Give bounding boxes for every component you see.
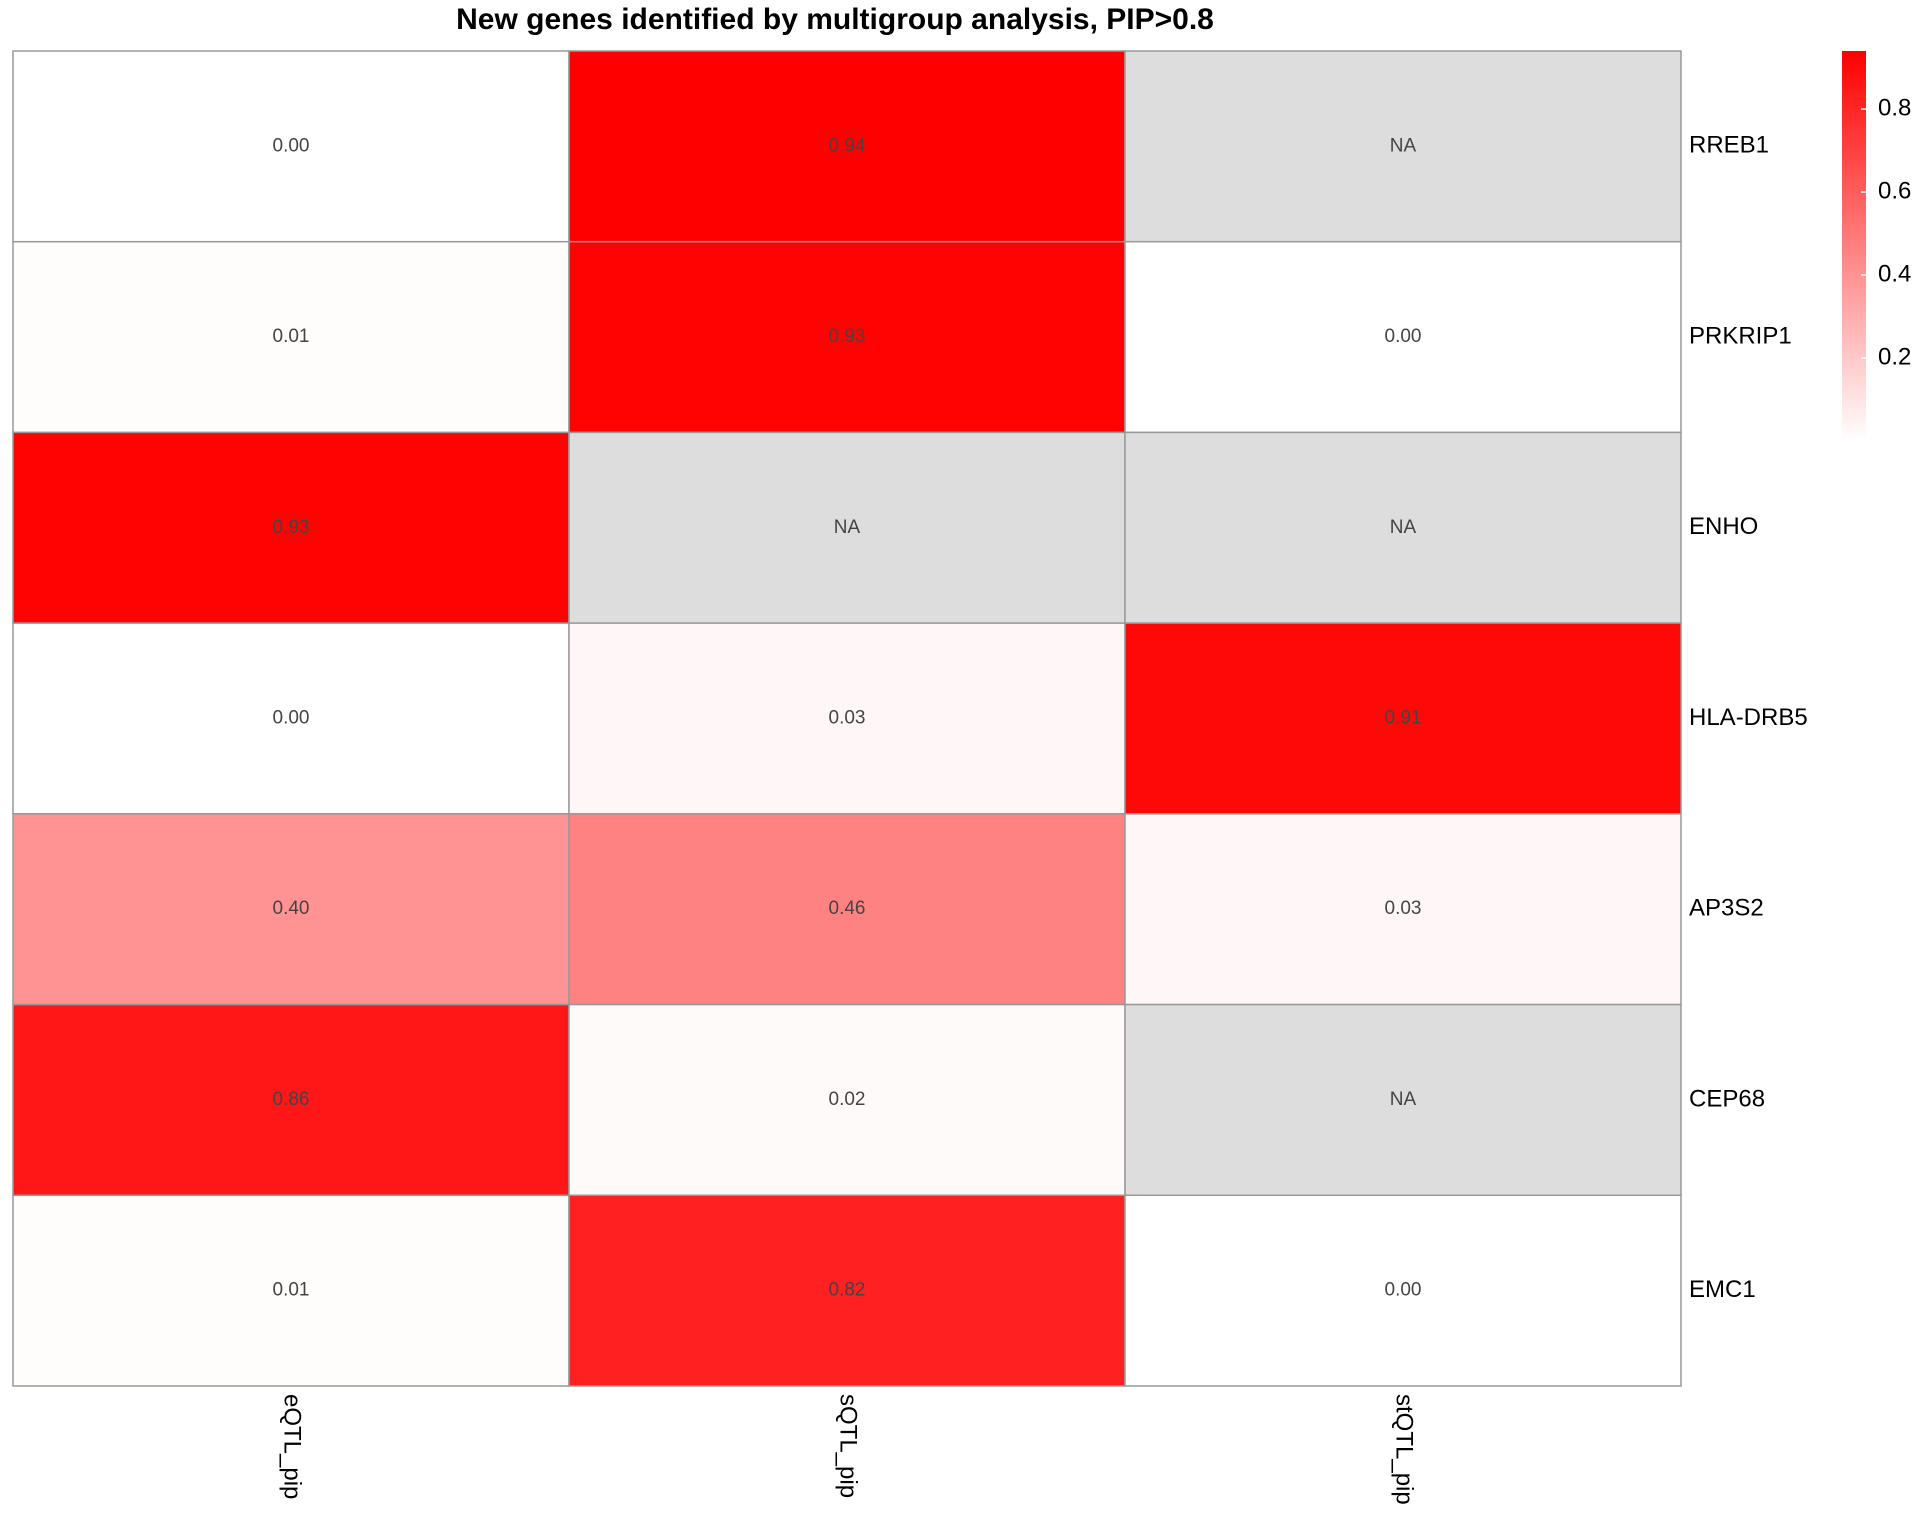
- row-label: RREB1: [1689, 132, 1769, 159]
- color-bar-tick-label: 0.4: [1878, 260, 1911, 287]
- row-label: CEP68: [1689, 1085, 1765, 1112]
- heatmap-cell: [1124, 240, 1682, 434]
- color-bar-tick-label: 0.6: [1878, 177, 1911, 204]
- heatmap-cell: [568, 1003, 1126, 1197]
- heatmap-cell: [12, 813, 570, 1006]
- heatmap-cell: [12, 622, 570, 815]
- cell-label: 0.40: [273, 898, 310, 919]
- heatmap-cell: [568, 50, 1126, 243]
- cell-label: 0.86: [273, 1089, 310, 1110]
- column-label: eQTL_pip: [279, 1394, 306, 1499]
- row-label: ENHO: [1689, 513, 1758, 540]
- cell-label: NA: [1390, 517, 1417, 538]
- color-bar-tick-label: 0.8: [1878, 94, 1911, 121]
- heatmap-cell: [12, 50, 570, 243]
- cell-label: NA: [834, 517, 861, 538]
- heatmap-cell: [1124, 1194, 1682, 1387]
- color-bar-tick-label: 0.2: [1878, 343, 1911, 370]
- cell-label: NA: [1390, 1089, 1417, 1110]
- heatmap-cell: [568, 240, 1126, 434]
- cell-label: 0.91: [1385, 708, 1422, 729]
- heatmap-cell: [12, 240, 570, 434]
- column-label: stQTL_pip: [1391, 1394, 1418, 1505]
- chart-title: New genes identified by multigroup analy…: [456, 3, 1214, 36]
- heatmap-cell: [12, 1194, 570, 1387]
- heatmap-cell: [1124, 1003, 1682, 1197]
- cell-label: 0.00: [273, 135, 310, 156]
- cell-label: NA: [1390, 135, 1417, 156]
- heatmap-cell: [568, 813, 1126, 1006]
- heatmap-cell: [1124, 50, 1682, 243]
- heatmap-cell: [1124, 622, 1682, 815]
- cell-label: 0.00: [1385, 1280, 1422, 1301]
- color-bar: [1842, 51, 1866, 441]
- heatmap-cell: [12, 1003, 570, 1197]
- row-label: PRKRIP1: [1689, 322, 1792, 349]
- cell-label: 0.02: [829, 1089, 866, 1110]
- cell-label: 0.01: [273, 326, 310, 347]
- cell-label: 0.93: [829, 326, 866, 347]
- row-label: HLA-DRB5: [1689, 704, 1808, 731]
- cell-label: 0.00: [1385, 326, 1422, 347]
- cell-label: 0.82: [829, 1280, 866, 1301]
- heatmap-cell: [568, 1194, 1126, 1387]
- cell-label: 0.94: [829, 135, 866, 156]
- cell-label: 0.93: [273, 517, 310, 538]
- cell-label: 0.00: [273, 708, 310, 729]
- column-label: sQTL_pip: [835, 1394, 862, 1498]
- row-label: AP3S2: [1689, 895, 1764, 922]
- heatmap-cell: [12, 431, 570, 624]
- cell-label: 0.03: [829, 708, 866, 729]
- heatmap-cell: [1124, 813, 1682, 1006]
- heatmap-cell: [568, 431, 1126, 624]
- cell-label: 0.01: [273, 1280, 310, 1301]
- cell-label: 0.46: [829, 898, 866, 919]
- cell-label: 0.03: [1385, 898, 1422, 919]
- row-label: EMC1: [1689, 1276, 1756, 1303]
